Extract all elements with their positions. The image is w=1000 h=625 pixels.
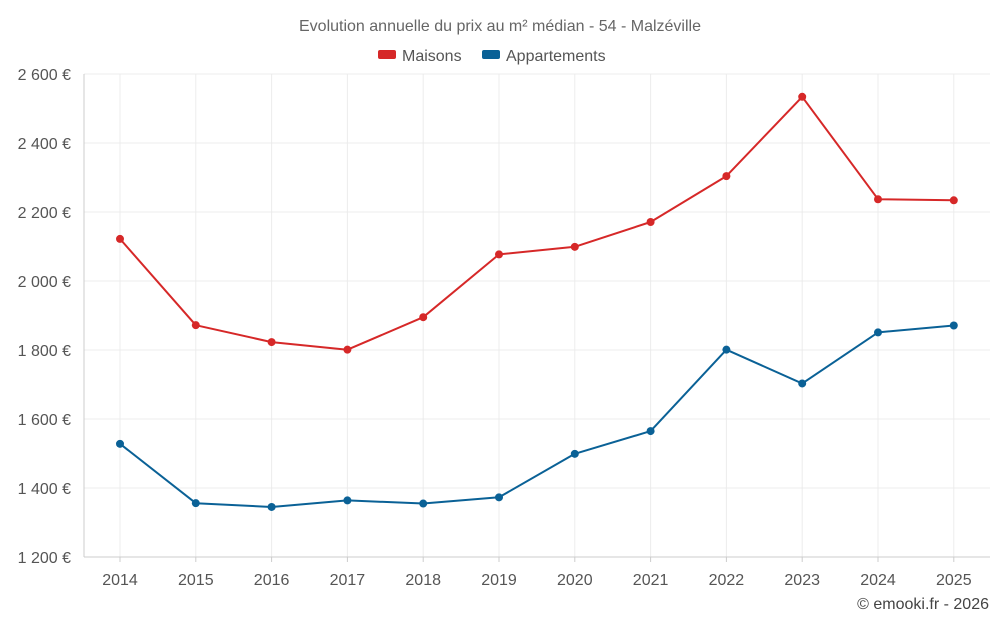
data-point-appartements[interactable] [570,449,579,458]
data-point-maisons[interactable] [646,218,655,227]
x-axis-ticks: 2014 2015 2016 2017 2018 2019 2020 2021 2022 2023… [102,557,972,589]
legend-swatch-maisons [378,50,396,59]
data-point-maisons[interactable] [798,92,807,101]
legend-swatch-appartements [482,50,500,59]
data-point-appartements[interactable] [949,321,958,330]
credit-text: © emooki.fr - 2026 [857,596,989,613]
y-tick-label: 1 400 € [18,481,71,498]
series-line-maisons [119,95,954,351]
x-tick-label: 2020 [557,572,593,589]
y-tick-label: 1 200 € [18,550,71,567]
data-point-maisons[interactable] [495,250,503,259]
data-point-maisons[interactable] [116,234,124,243]
data-point-appartements[interactable] [798,379,807,388]
y-axis-ticks: 1 200 € 1 400 € 1 600 € 1 800 € 2 000 € 2 200… [18,67,71,567]
data-point-maisons[interactable] [267,338,276,347]
data-point-appartements[interactable] [646,427,655,436]
x-tick-label: 2022 [709,572,745,589]
y-tick-label: 2 000 € [18,274,71,291]
series-line-appartements [119,324,954,508]
data-point-appartements[interactable] [343,496,352,505]
x-tick-label: 2016 [254,572,290,589]
grid-lines [83,73,990,558]
x-tick-label: 2014 [102,572,138,589]
series-group [116,92,958,511]
x-tick-label: 2021 [633,572,669,589]
chart-title: Evolution annuelle du prix au m² médian … [299,18,701,35]
x-tick-label: 2024 [860,572,896,589]
data-point-appartements[interactable] [419,499,428,508]
x-tick-label: 2019 [481,572,517,589]
y-tick-label: 2 200 € [18,205,71,222]
data-point-appartements[interactable] [874,328,882,337]
x-tick-label: 2018 [405,572,441,589]
data-point-maisons[interactable] [191,321,200,330]
legend-label-maisons[interactable]: Maisons [402,48,462,65]
data-point-appartements[interactable] [267,502,276,511]
y-tick-label: 1 600 € [18,412,71,429]
data-point-appartements[interactable] [722,345,731,354]
data-point-maisons[interactable] [419,313,428,322]
data-point-appartements[interactable] [495,493,503,502]
x-tick-label: 2023 [784,572,820,589]
x-tick-label: 2015 [178,572,214,589]
data-point-appartements[interactable] [116,439,124,448]
data-point-maisons[interactable] [949,196,958,205]
y-tick-label: 2 400 € [18,136,71,153]
y-tick-label: 2 600 € [18,67,71,84]
data-point-appartements[interactable] [191,499,200,508]
y-tick-label: 1 800 € [18,343,71,360]
x-tick-label: 2017 [330,572,366,589]
data-point-maisons[interactable] [570,242,579,251]
data-point-maisons[interactable] [722,172,731,181]
data-point-maisons[interactable] [874,195,882,204]
legend-label-appartements[interactable]: Appartements [506,48,606,65]
x-tick-label: 2025 [936,572,972,589]
data-point-maisons[interactable] [343,345,352,354]
legend[interactable]: Maisons Appartements [378,48,606,65]
